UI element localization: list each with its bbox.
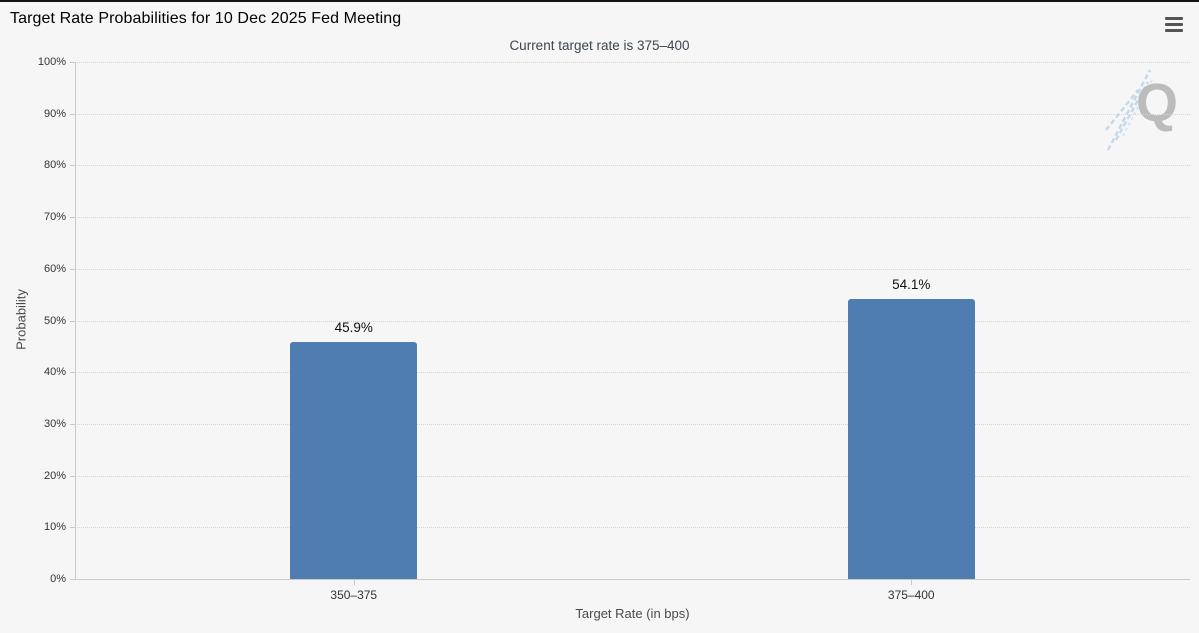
y-tick [70,268,75,270]
y-tick-label: 30% [43,417,66,430]
y-gridline [75,268,1190,270]
probability-bar[interactable] [290,341,418,579]
y-gridline [75,320,1190,322]
y-tick-label: 10% [43,521,66,534]
x-tick-label: 375–400 [887,588,935,602]
chart-subtitle: Current target rate is 375–400 [509,38,690,53]
y-tick [70,527,75,529]
y-gridline [75,217,1190,219]
x-axis-title: Target Rate (in bps) [575,606,690,621]
chart-title: Target Rate Probabilities for 10 Dec 202… [10,10,402,27]
y-tick [70,475,75,477]
y-gridline [75,527,1190,529]
y-tick-label: 100% [37,56,66,68]
x-tick [911,580,913,585]
y-tick [70,579,75,580]
chart-context-menu-button[interactable] [1165,14,1185,34]
x-tick-label: 350–375 [330,588,378,602]
y-gridline [75,62,1190,63]
y-tick-label: 90% [43,107,66,120]
y-tick-label: 0% [50,573,66,585]
y-tick [70,62,75,63]
y-tick-label: 80% [43,159,66,172]
y-gridline [75,372,1190,374]
y-tick [70,113,75,115]
y-tick [70,165,75,167]
x-tick [353,580,355,585]
y-tick [70,423,75,425]
y-tick [70,372,75,374]
y-axis-line [75,62,76,580]
y-tick-label: 50% [43,314,66,327]
bar-value-label: 54.1% [892,277,931,293]
y-gridline [75,113,1190,115]
probability-bar[interactable] [847,299,975,579]
y-tick-label: 20% [43,469,66,482]
watermark-logo: Q [1096,62,1199,157]
y-gridline [75,475,1190,477]
bar-value-label: 45.9% [334,319,373,335]
y-tick-label: 60% [43,262,66,275]
y-tick-label: 70% [43,211,66,224]
y-gridline [75,165,1190,167]
y-tick-label: 40% [43,366,66,379]
watermark-letter: Q [1136,73,1179,133]
quill-feather-icon [1105,69,1154,151]
y-tick [70,217,75,219]
y-gridline [75,423,1190,425]
x-axis-line [75,579,1190,580]
y-tick [70,320,75,322]
